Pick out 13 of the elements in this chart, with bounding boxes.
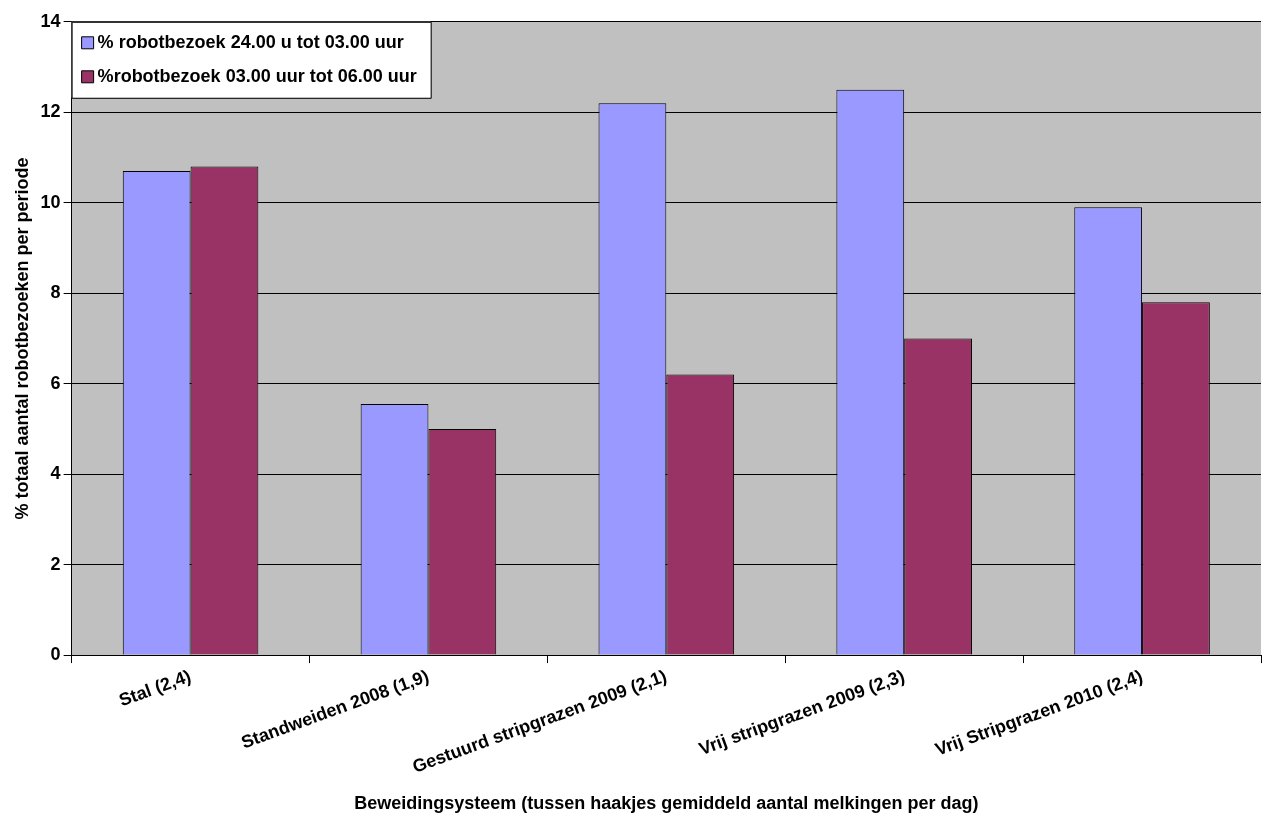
y-tick-label: 10 <box>40 191 61 212</box>
x-axis-title: Beweidingsysteem (tussen haakjes gemiddeld aantal melkingen per dag) <box>354 793 979 814</box>
y-tick-label: 4 <box>50 463 61 484</box>
legend-label: % robotbezoek 24.00 u tot 03.00 uur <box>97 31 404 52</box>
y-tick-label: 2 <box>50 553 61 574</box>
y-tick-label: 0 <box>50 644 61 665</box>
y-tick-label: 8 <box>50 282 61 303</box>
y-tick-label: 14 <box>40 10 61 31</box>
y-axis-title: % totaal aantal robotbezoeken per periode <box>11 157 32 520</box>
y-tick-label: 12 <box>40 101 61 122</box>
legend-label: %robotbezoek 03.00 uur tot 06.00 uur <box>97 65 417 86</box>
y-tick-label: 6 <box>50 372 61 393</box>
x-tick-label: Stal (2,4) <box>116 665 194 711</box>
